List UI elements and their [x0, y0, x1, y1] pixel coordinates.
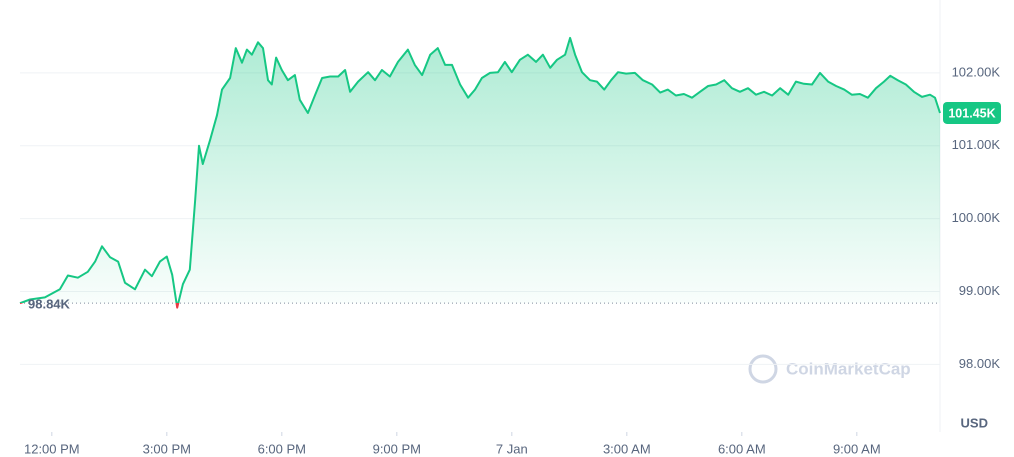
price-line — [19, 36, 941, 309]
y-tick-label: 101.00K — [952, 137, 1001, 152]
y-tick-label: 99.00K — [959, 283, 1001, 298]
watermark-logo — [748, 354, 778, 384]
y-tick-label: 100.00K — [952, 210, 1001, 225]
x-tick-label: 6:00 PM — [258, 441, 306, 456]
x-tick-label: 9:00 AM — [833, 441, 881, 456]
price-area — [20, 37, 940, 308]
x-tick-label: 3:00 PM — [143, 441, 191, 456]
x-tick-label: 7 Jan — [496, 441, 528, 456]
y-tick-label: 102.00K — [952, 64, 1001, 79]
x-tick-label: 12:00 PM — [24, 441, 80, 456]
last-value-badge — [943, 101, 1001, 124]
x-tick-label: 6:00 AM — [718, 441, 766, 456]
watermark-text: CoinMarketCap — [786, 359, 911, 378]
x-tick-label: 9:00 PM — [373, 441, 421, 456]
y-unit: USD — [961, 415, 988, 430]
last-value-label: 101.45K — [948, 106, 995, 120]
y-tick-label: 98.00K — [959, 356, 1001, 371]
reference-label: 98.84K — [28, 297, 71, 312]
watermark: CoinMarketCap — [748, 354, 911, 384]
x-tick-label: 3:00 AM — [603, 441, 651, 456]
